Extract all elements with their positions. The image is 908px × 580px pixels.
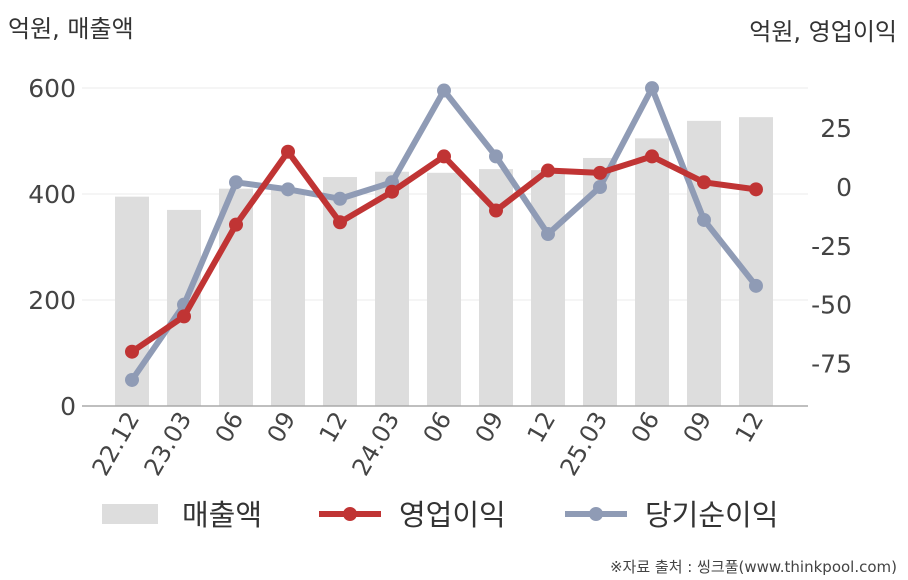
- legend-marker: [589, 507, 603, 521]
- x-tick-label: 09: [470, 407, 510, 447]
- data-point: [593, 165, 607, 180]
- data-point: [229, 175, 243, 190]
- left-axis-title: 억원, 매출액: [8, 15, 134, 43]
- x-tick-label: 23.03: [139, 407, 198, 481]
- revenue-bar: [687, 120, 721, 407]
- data-point: [229, 217, 243, 232]
- right-axis-ticks: 25 0 -25 -50 -75: [811, 114, 852, 378]
- data-point: [697, 212, 711, 227]
- revenue-bar: [635, 138, 669, 406]
- right-tick-label: -50: [811, 291, 852, 320]
- right-tick-label: 0: [836, 173, 852, 202]
- revenue-bar: [375, 171, 409, 406]
- data-point: [125, 344, 139, 359]
- data-point: [697, 175, 711, 190]
- legend-label: 당기순이익: [645, 498, 778, 532]
- x-tick-label: 09: [678, 407, 718, 447]
- left-tick-label: 600: [28, 74, 76, 103]
- data-point: [645, 81, 659, 96]
- x-tick-label: 06: [626, 407, 666, 447]
- left-axis-ticks: 0 200 400 600: [28, 74, 76, 421]
- data-point: [125, 372, 139, 387]
- source-note: ※자료 출처 : 씽크풀(www.thinkpool.com): [610, 558, 897, 576]
- data-point: [385, 184, 399, 199]
- x-tick-label: 12: [730, 407, 770, 447]
- data-point: [541, 163, 555, 178]
- x-tick-label: 06: [210, 407, 250, 447]
- data-point: [593, 180, 607, 194]
- data-point: [749, 278, 763, 293]
- left-tick-label: 0: [60, 392, 76, 421]
- data-point: [177, 309, 191, 324]
- legend-marker: [343, 507, 357, 521]
- right-tick-label: -25: [811, 232, 852, 261]
- data-point: [489, 149, 503, 164]
- revenue-bar: [271, 189, 305, 406]
- legend: 매출액 영업이익 당기순이익: [102, 498, 778, 532]
- legend-label: 매출액: [182, 498, 262, 532]
- data-point: [437, 149, 451, 164]
- data-point: [489, 203, 503, 218]
- x-tick-label: 24.03: [347, 407, 406, 481]
- x-tick-label: 06: [418, 407, 458, 447]
- left-tick-label: 400: [28, 180, 76, 209]
- right-axis-title: 억원, 영업이익: [749, 18, 897, 46]
- x-tick-label: 25.03: [555, 407, 614, 481]
- data-point: [333, 191, 347, 206]
- data-point: [437, 83, 451, 98]
- left-tick-label: 200: [28, 286, 76, 315]
- x-tick-label: 09: [262, 407, 302, 447]
- data-point: [749, 182, 763, 197]
- revenue-bars: [115, 117, 773, 407]
- x-tick-label: 12: [522, 407, 562, 447]
- x-tick-label: 12: [314, 407, 354, 447]
- x-tick-label: 22.12: [87, 407, 146, 481]
- right-tick-label: -75: [811, 349, 852, 378]
- data-point: [645, 149, 659, 164]
- legend-swatch: [102, 504, 158, 524]
- revenue-bar: [531, 170, 565, 406]
- revenue-bar: [739, 117, 773, 407]
- series-lines: [125, 81, 763, 387]
- data-point: [281, 182, 295, 197]
- data-point: [281, 144, 295, 159]
- revenue-bar: [427, 172, 461, 406]
- revenue-bar: [115, 196, 149, 406]
- right-tick-label: 25: [820, 114, 852, 143]
- legend-label: 영업이익: [399, 498, 506, 532]
- revenue-bar: [323, 177, 357, 406]
- data-point: [541, 227, 555, 242]
- data-point: [333, 215, 347, 230]
